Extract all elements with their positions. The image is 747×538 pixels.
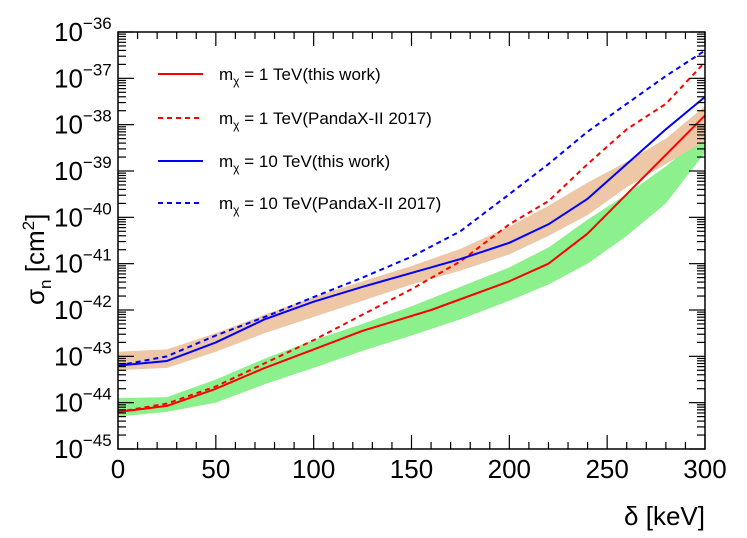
x-tick-label: 200 (488, 454, 531, 484)
legend-label: mχ = 1 TeV(this work) (219, 65, 381, 88)
y-tick-label: 10−38 (54, 107, 112, 140)
y-tick-label: 10−43 (54, 338, 112, 371)
x-tick-label: 100 (292, 454, 335, 484)
x-tick-label: 250 (585, 454, 628, 484)
legend: mχ = 1 TeV(this work) mχ = 1 TeV(PandaX-I… (158, 65, 441, 217)
series-line-1 (117, 61, 706, 413)
legend-label: mχ = 1 TeV(PandaX-II 2017) (219, 109, 432, 132)
x-axis-title: δ [keV] (624, 501, 705, 531)
y-tick-label: 10−39 (54, 153, 112, 186)
series-line-2 (117, 96, 706, 367)
x-tick-label: 150 (390, 454, 433, 484)
axis-ticks (117, 31, 706, 450)
legend-label: mχ = 10 TeV(this work) (219, 152, 390, 175)
uncertainty-bands (118, 106, 705, 417)
x-tick-label: 0 (111, 454, 125, 484)
y-tick-label: 10−41 (54, 246, 112, 279)
y-tick-label: 10−44 (54, 385, 112, 418)
series-line-3 (117, 49, 706, 367)
data-series (117, 49, 706, 413)
y-tick-label: 10−36 (54, 14, 112, 47)
y-tick-label: 10−42 (54, 292, 112, 325)
x-tick-labels: 0 50 100 150 200 250 300 (111, 454, 727, 484)
y-tick-label: 10−40 (54, 199, 112, 232)
y-tick-labels: 10−45 10−44 10−43 10−42 10−41 10−40 10−39 10−38… (54, 14, 112, 464)
y-tick-label: 10−45 (54, 431, 112, 464)
y-tick-label: 10−37 (54, 60, 112, 93)
x-tick-label: 50 (201, 454, 230, 484)
y-axis-title: σn [cm2] (19, 214, 55, 305)
series-line-0 (117, 114, 706, 413)
x-tick-label: 300 (683, 454, 726, 484)
legend-label: mχ = 10 TeV(PandaX-II 2017) (219, 194, 441, 217)
